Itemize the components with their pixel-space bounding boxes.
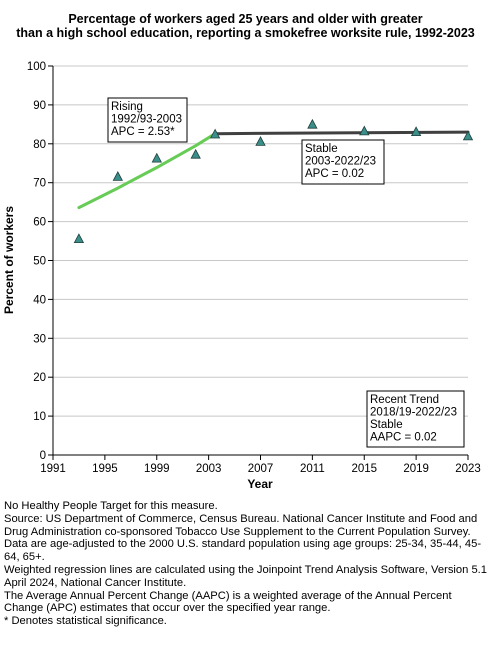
y-tick-label-50: 50 (33, 256, 46, 268)
y-tick-label-90: 90 (33, 100, 46, 112)
x-axis-title: Year (247, 477, 273, 491)
y-tick-label-70: 70 (33, 178, 46, 190)
annotation-2-line-3: APC = 0.02 (305, 168, 364, 180)
data-point-3 (151, 152, 162, 163)
data-point-4 (190, 148, 201, 159)
annotation-3-line-3: Stable (370, 419, 403, 431)
footnotes: No Healthy People Target for this measur… (4, 500, 488, 628)
y-tick-label-20: 20 (33, 372, 46, 384)
data-point-8 (359, 125, 370, 136)
chart-title-line-2: than a high school education, reporting … (16, 26, 475, 40)
annotation-1-line-3: APC = 2.53* (111, 126, 175, 138)
x-tick-label-1999: 1999 (144, 463, 170, 475)
x-tick-label-2019: 2019 (403, 463, 429, 475)
annotation-3-line-1: Recent Trend (370, 394, 439, 406)
x-tick-label-2011: 2011 (300, 463, 325, 475)
annotation-1-line-1: Rising (111, 101, 143, 113)
data-point-7 (307, 118, 318, 129)
trend-lines (77, 130, 470, 210)
annotation-2-line-2: 2003-2022/23 (305, 156, 376, 168)
footnote-regression: Weighted regression lines are calculated… (4, 563, 487, 589)
footnote-target: No Healthy People Target for this measur… (4, 500, 218, 512)
data-point-1 (73, 233, 85, 244)
footnote-aapc: The Average Annual Percent Change (AAPC)… (4, 589, 452, 615)
x-tick-label-2023: 2023 (455, 463, 481, 475)
trend-line-2 (213, 130, 470, 136)
data-point-5 (209, 128, 221, 139)
data-point-6 (255, 136, 266, 146)
annotation-3-line-2: 2018/19-2022/23 (370, 407, 457, 419)
axes: 0 10 20 30 40 50 60 70 80 90 100 1991 1995 1999 2003 20… (27, 61, 481, 475)
annotation-1-line-2: 1992/93-2003 (111, 114, 182, 126)
data-point-9 (410, 126, 422, 137)
y-tick-label-30: 30 (33, 333, 46, 345)
annotation-3-line-4: AAPC = 0.02 (370, 432, 437, 444)
x-tick-label-2007: 2007 (248, 463, 274, 475)
y-tick-label-0: 0 (40, 450, 46, 462)
footnote-age-adjust: Data are age-adjusted to the 2000 U.S. s… (4, 538, 482, 564)
annotation-2-line-1: Stable (305, 143, 338, 155)
annotation-box-2 (301, 139, 385, 185)
chart-title: Percentage of workers aged 25 years and … (0, 12, 491, 40)
x-tick-label-2003: 2003 (196, 463, 222, 475)
data-point-2 (112, 171, 123, 181)
annotation-box-1 (107, 97, 188, 143)
chart-plot: 0 10 20 30 40 50 60 70 80 90 100 1991 1995 1999 2003 20… (2, 61, 481, 491)
y-tick-label-40: 40 (33, 294, 46, 306)
x-tick-label-1991: 1991 (40, 463, 66, 475)
x-tick-label-2015: 2015 (351, 463, 377, 475)
y-tick-label-10: 10 (33, 411, 46, 423)
x-tick-label-1995: 1995 (92, 463, 118, 475)
y-axis-title: Percent of workers (2, 206, 16, 314)
footnote-significance: * Denotes statistical significance. (4, 615, 167, 628)
chart-title-line-1: Percentage of workers aged 25 years and … (68, 12, 423, 26)
trend-line-1 (77, 132, 217, 210)
footnote-source: Source: US Department of Commerce, Censu… (4, 512, 478, 538)
y-tick-label-80: 80 (33, 139, 46, 151)
y-tick-label-100: 100 (27, 61, 46, 73)
data-points (73, 118, 474, 244)
annotation-box-3 (366, 390, 465, 448)
y-tick-label-60: 60 (33, 217, 46, 229)
data-point-10 (462, 130, 474, 141)
